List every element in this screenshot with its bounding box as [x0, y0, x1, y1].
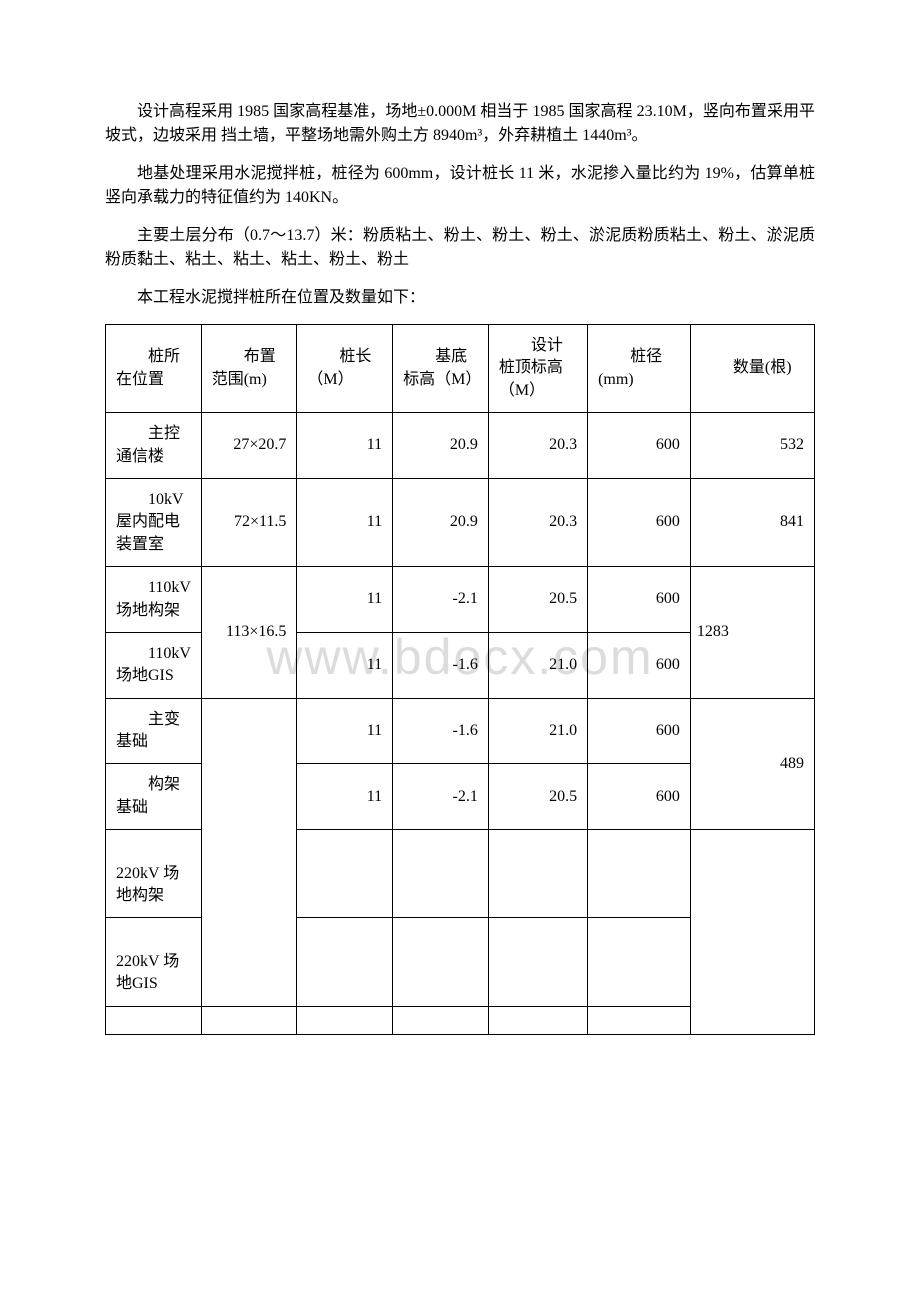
paragraph-1: 设计高程采用 1985 国家高程基准，场地±0.000M 相当于 1985 国家…: [105, 100, 815, 148]
cell-dia: 600: [588, 764, 691, 830]
cell-length: 11: [297, 698, 393, 764]
cell-range: [201, 1006, 297, 1034]
table-row: 110kV 场地构架 113×16.5 11 -2.1 20.5 600 128…: [106, 567, 815, 633]
cell-dia: 600: [588, 632, 691, 698]
cell-location: 构架基础: [106, 764, 202, 830]
table-row: 10kV 屋内配电装置室 72×11.5 11 20.9 20.3 600 84…: [106, 478, 815, 566]
table-row: 主变基础 11 -1.6 21.0 600 489: [106, 698, 815, 764]
cell-qty: [690, 830, 814, 1034]
cell-range: 72×11.5: [201, 478, 297, 566]
cell-dia: [588, 830, 691, 918]
cell-length: [297, 830, 393, 918]
cell-qty: 1283: [690, 567, 814, 699]
cell-location: [106, 1006, 202, 1034]
cell-location: 110kV 场地构架: [106, 567, 202, 633]
cell-qty: 489: [690, 698, 814, 830]
cell-length: 11: [297, 478, 393, 566]
cell-base: 20.9: [393, 478, 489, 566]
table-row: 主控通信楼 27×20.7 11 20.9 20.3 600 532: [106, 413, 815, 479]
cell-location: 220kV 场地GIS: [106, 918, 202, 1006]
cell-top: 20.5: [488, 764, 587, 830]
cell-range: 113×16.5: [201, 567, 297, 699]
header-pile-location: 桩所在位置: [106, 325, 202, 413]
paragraph-4: 本工程水泥搅拌桩所在位置及数量如下：: [105, 286, 815, 310]
cell-base: -1.6: [393, 632, 489, 698]
cell-top: 20.5: [488, 567, 587, 633]
cell-length: [297, 918, 393, 1006]
cell-base: [393, 830, 489, 918]
cell-location: 主变基础: [106, 698, 202, 764]
paragraph-2: 地基处理采用水泥搅拌桩，桩径为 600mm，设计桩长 11 米，水泥掺入量比约为…: [105, 162, 815, 210]
paragraph-3: 主要土层分布（0.7～13.7）米：粉质粘土、粉土、粉土、粉土、淤泥质粉质粘土、…: [105, 224, 815, 272]
cell-base: [393, 918, 489, 1006]
cell-dia: 600: [588, 413, 691, 479]
cell-base: [393, 1006, 489, 1034]
cell-location: 110kV 场地GIS: [106, 632, 202, 698]
cell-top: [488, 918, 587, 1006]
cell-base: -2.1: [393, 764, 489, 830]
header-design-top: 设计桩顶标高（M）: [488, 325, 587, 413]
cell-top: 20.3: [488, 413, 587, 479]
cell-length: 11: [297, 567, 393, 633]
cell-range: [201, 698, 297, 1006]
cell-dia: 600: [588, 478, 691, 566]
cell-top: [488, 1006, 587, 1034]
document-content: 设计高程采用 1985 国家高程基准，场地±0.000M 相当于 1985 国家…: [105, 100, 815, 1035]
cell-location: 220kV 场地构架: [106, 830, 202, 918]
cell-top: 21.0: [488, 632, 587, 698]
cell-qty: 532: [690, 413, 814, 479]
cell-length: [297, 1006, 393, 1034]
cell-top: [488, 830, 587, 918]
cell-top: 21.0: [488, 698, 587, 764]
cell-dia: 600: [588, 567, 691, 633]
cell-base: 20.9: [393, 413, 489, 479]
cell-dia: [588, 1006, 691, 1034]
cell-location: 10kV 屋内配电装置室: [106, 478, 202, 566]
header-base-elevation: 基底标高（M）: [393, 325, 489, 413]
cell-dia: 600: [588, 698, 691, 764]
header-pile-length: 桩长（M）: [297, 325, 393, 413]
header-diameter: 桩径(mm): [588, 325, 691, 413]
cell-top: 20.3: [488, 478, 587, 566]
table-header-row: 桩所在位置 布置范围(m) 桩长（M） 基底标高（M） 设计桩顶标高（M） 桩径…: [106, 325, 815, 413]
cell-range: 27×20.7: [201, 413, 297, 479]
cell-qty: 841: [690, 478, 814, 566]
cell-location: 主控通信楼: [106, 413, 202, 479]
cell-length: 11: [297, 413, 393, 479]
cell-base: -1.6: [393, 698, 489, 764]
cell-length: 11: [297, 632, 393, 698]
header-layout-range: 布置范围(m): [201, 325, 297, 413]
cell-base: -2.1: [393, 567, 489, 633]
header-quantity: 数量(根): [690, 325, 814, 413]
cell-length: 11: [297, 764, 393, 830]
pile-data-table: 桩所在位置 布置范围(m) 桩长（M） 基底标高（M） 设计桩顶标高（M） 桩径…: [105, 324, 815, 1035]
cell-dia: [588, 918, 691, 1006]
